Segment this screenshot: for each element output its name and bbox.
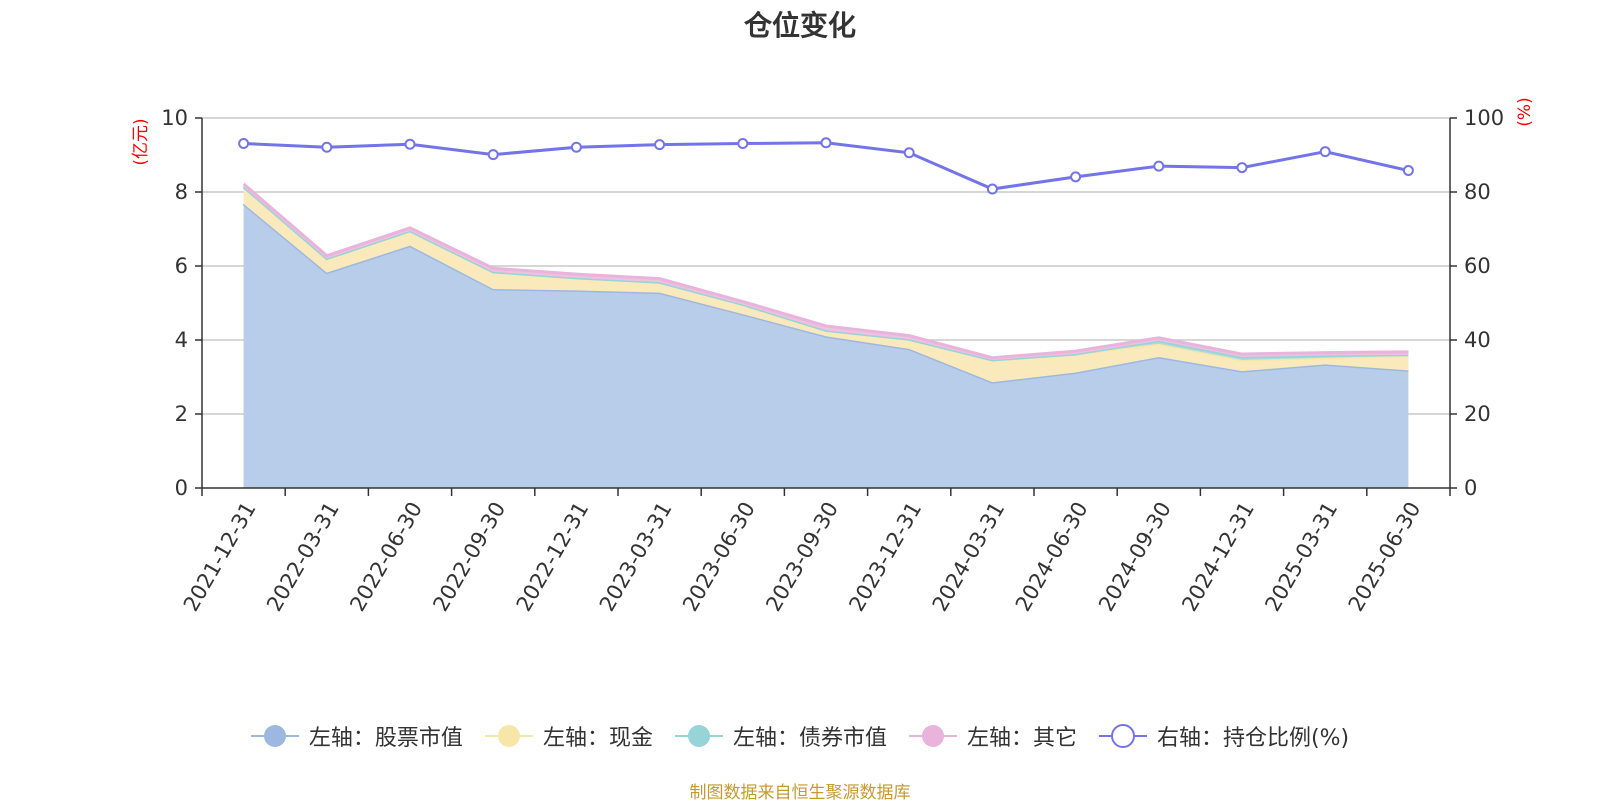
ratio-data-point — [238, 138, 250, 150]
right-axis-tick-label: 40 — [1464, 328, 1491, 352]
ratio-data-point — [654, 139, 666, 151]
ratio-data-point — [820, 137, 832, 149]
ratio-data-point — [737, 138, 749, 150]
legend-label: 左轴：债券市值 — [732, 726, 887, 751]
x-axis-tick-label: 2022-03-31 — [262, 498, 344, 616]
ratio-series-line — [243, 141, 1409, 191]
legend-item[interactable]: 右轴：持仓比例(%) — [1098, 720, 1350, 752]
x-axis-tick-label: 2025-06-30 — [1344, 498, 1426, 616]
ratio-data-point — [903, 147, 915, 159]
ratio-data-point — [321, 141, 333, 153]
left-axis-tick-label: 10 — [161, 106, 188, 130]
right-axis-tick-label: 0 — [1464, 476, 1477, 500]
legend-circle-icon — [250, 725, 299, 747]
x-axis-tick-label: 2023-12-31 — [844, 498, 926, 616]
ratio-data-point — [1153, 160, 1165, 172]
legend-label: 右轴：持仓比例(%) — [1156, 726, 1350, 751]
data-source-note: 制图数据来自恒生聚源数据库 — [689, 783, 911, 803]
legend-circle-icon — [484, 725, 533, 747]
x-axis-tick-label: 2023-09-30 — [761, 498, 843, 616]
right-axis-tick-label: 60 — [1464, 254, 1491, 278]
legend-item[interactable]: 左轴：债券市值 — [674, 720, 887, 752]
left-axis-tick-label: 6 — [175, 254, 188, 278]
ratio-data-point — [487, 149, 499, 161]
left-axis-tick-label: 8 — [175, 180, 188, 204]
x-axis-tick-label: 2022-06-30 — [345, 498, 427, 616]
stacked-areas — [242, 182, 1409, 488]
legend-item[interactable]: 左轴：现金 — [484, 720, 653, 752]
legend-label: 左轴：股票市值 — [308, 726, 463, 751]
ratio-data-point — [1236, 162, 1248, 174]
right-axis-unit-label: (%) — [1515, 97, 1535, 126]
right-axis-tick-label: 100 — [1464, 106, 1504, 130]
x-axis-tick-label: 2022-09-30 — [428, 498, 510, 616]
x-axis-tick-label: 2024-03-31 — [928, 498, 1010, 616]
left-axis-tick-label: 0 — [175, 476, 188, 500]
legend-label: 左轴：现金 — [542, 726, 653, 751]
x-axis-tick-label: 2025-03-31 — [1260, 498, 1342, 616]
legend-label: 左轴：其它 — [966, 726, 1077, 751]
ratio-data-point — [570, 141, 582, 153]
right-axis-tick-label: 20 — [1464, 402, 1491, 426]
legend-item[interactable]: 左轴：股票市值 — [250, 720, 463, 752]
area-edge-line — [242, 182, 1409, 360]
x-axis-tick-label: 2022-12-31 — [512, 498, 594, 616]
position-ratio-line — [238, 137, 1414, 195]
chart-title: 仓位变化 — [743, 9, 856, 42]
x-axis-tick-label: 2023-06-30 — [678, 498, 760, 616]
x-axis-tick-label: 2024-12-31 — [1177, 498, 1259, 616]
ratio-data-point — [404, 138, 416, 150]
legend-circle-icon — [908, 725, 957, 747]
area-fill — [243, 203, 1409, 488]
legend-hollow-circle-icon — [1098, 724, 1147, 748]
ratio-data-point — [1402, 165, 1414, 177]
ratio-data-point — [986, 183, 998, 195]
chart-legend: 左轴：股票市值 左轴：现金 左轴：债券市值 左轴：其它 右轴：持仓比例(%) — [0, 720, 1600, 752]
left-axis-tick-label: 2 — [175, 402, 188, 426]
left-axis-tick-label: 4 — [175, 328, 188, 352]
x-axis-tick-label: 2024-09-30 — [1094, 498, 1176, 616]
legend-item[interactable]: 左轴：其它 — [908, 720, 1077, 752]
left-axis-unit-label: (亿元) — [131, 118, 151, 165]
ratio-data-point — [1070, 171, 1082, 183]
x-axis-tick-label: 2024-06-30 — [1011, 498, 1093, 616]
area-fill — [243, 186, 1409, 383]
legend-circle-icon — [674, 725, 723, 747]
right-axis-tick-label: 80 — [1464, 180, 1491, 204]
x-axis-tick-label: 2023-03-31 — [595, 498, 677, 616]
x-axis-tick-label: 2021-12-31 — [179, 498, 261, 616]
ratio-data-point — [1319, 146, 1331, 158]
